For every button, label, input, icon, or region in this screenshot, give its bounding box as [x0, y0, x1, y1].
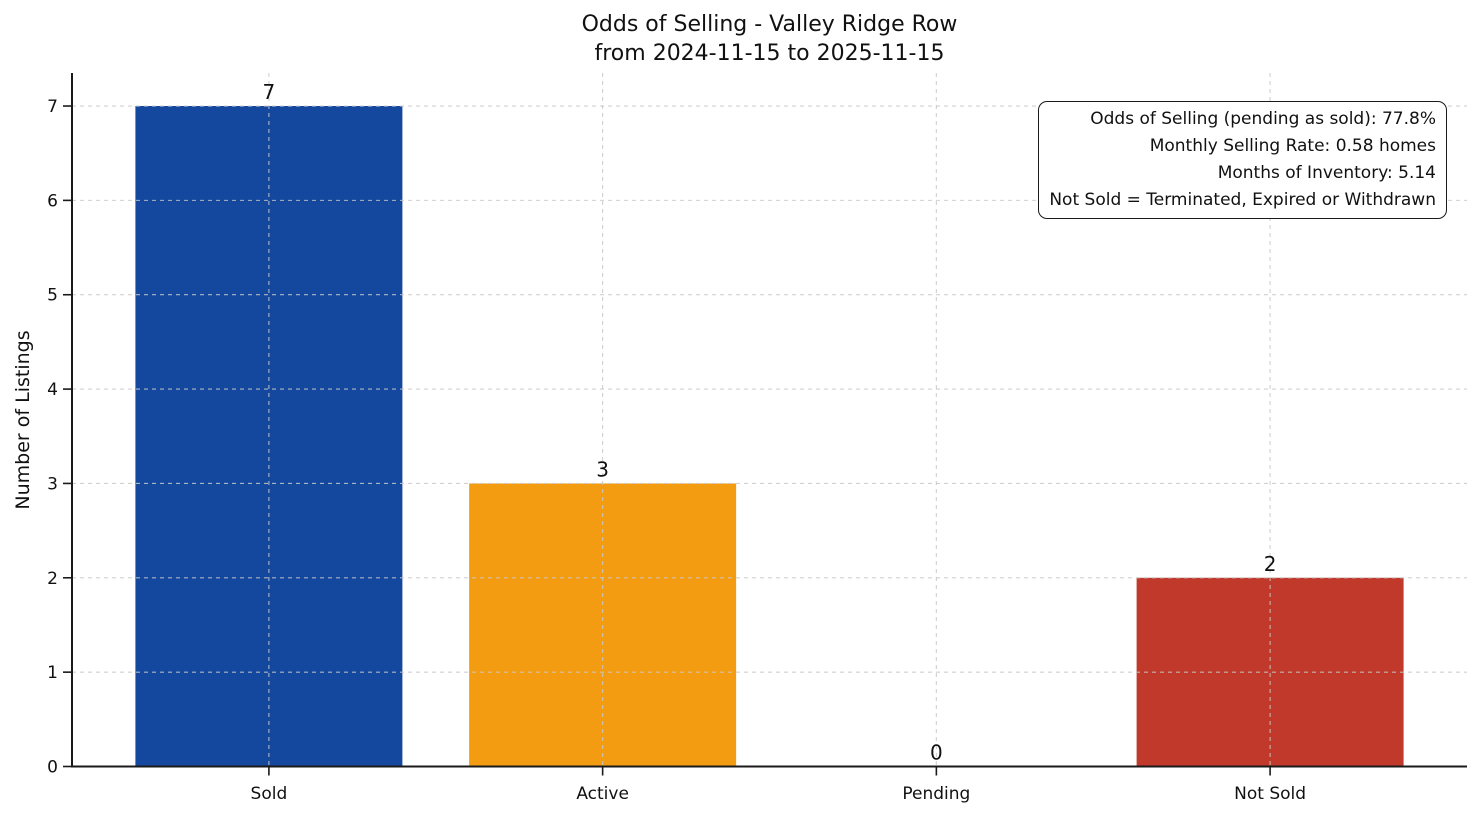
- y-axis-label: Number of Listings: [12, 330, 34, 510]
- annotation-months-of-inventory: Months of Inventory: 5.14: [1217, 163, 1436, 183]
- axis-ticks: [63, 105, 1271, 776]
- chart-subtitle: from 2024-11-15 to 2025-11-15: [594, 41, 945, 66]
- y-tick-labels: 0 1 2 3 4 5 6 7: [47, 97, 58, 777]
- x-tick-label-active: Active: [576, 784, 629, 804]
- y-tick-label: 0: [47, 758, 58, 778]
- annotation-not-sold-definition: Not Sold = Terminated, Expired or Withdr…: [1049, 190, 1436, 210]
- bars: [135, 106, 1404, 767]
- chart-title-block: Odds of Selling - Valley Ridge Row from …: [72, 10, 1467, 68]
- x-tick-label-pending: Pending: [902, 784, 970, 804]
- bar-value-label: 3: [596, 457, 609, 481]
- y-tick-label: 7: [47, 97, 58, 117]
- bar-value-labels: 7 3 0 2: [263, 80, 1277, 764]
- y-tick-label: 6: [47, 191, 58, 211]
- x-tick-labels: Sold Active Pending Not Sold: [251, 784, 1307, 804]
- y-tick-label: 5: [47, 286, 58, 306]
- axes-spines: [71, 73, 1467, 768]
- annotation-odds-of-selling: Odds of Selling (pending as sold): 77.8%: [1090, 109, 1436, 129]
- y-tick-label: 4: [47, 380, 58, 400]
- y-tick-label: 1: [47, 663, 58, 683]
- x-tick-label-not-sold: Not Sold: [1234, 784, 1306, 804]
- annotation-monthly-selling-rate: Monthly Selling Rate: 0.58 homes: [1149, 136, 1436, 156]
- bar-value-label: 2: [1264, 552, 1277, 576]
- stats-annotation-box: Odds of Selling (pending as sold): 77.8%…: [1038, 101, 1447, 219]
- y-tick-label: 3: [47, 474, 58, 494]
- gridlines: [72, 73, 1467, 767]
- bar-value-label: 0: [930, 741, 943, 765]
- bar-value-label: 7: [263, 80, 276, 104]
- x-tick-label-sold: Sold: [251, 784, 288, 804]
- chart-title: Odds of Selling - Valley Ridge Row: [581, 12, 958, 37]
- y-tick-label: 2: [47, 569, 58, 589]
